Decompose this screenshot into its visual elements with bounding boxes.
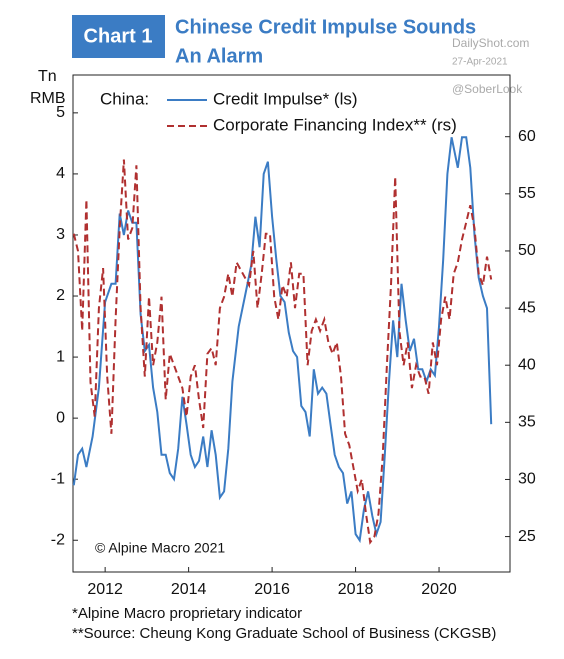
y2-tick-label: 60 <box>518 128 536 145</box>
y-tick-label: 4 <box>56 165 65 182</box>
annotation: © Alpine Macro 2021 <box>95 540 225 556</box>
footnote: **Source: Cheung Kong Graduate School of… <box>72 625 496 642</box>
series-line <box>72 159 493 545</box>
y-axis-label: Tn <box>38 68 57 85</box>
x-tick-label: 2018 <box>338 581 374 598</box>
y-tick-label: -1 <box>51 470 65 487</box>
y-tick-label: -2 <box>51 531 65 548</box>
x-tick-label: 2014 <box>171 581 207 598</box>
chart-title: Chinese Credit Impulse Sounds <box>175 16 476 38</box>
y-axis-label: RMB <box>30 90 66 107</box>
footnote: *Alpine Macro proprietary indicator <box>72 605 302 622</box>
chart-title: An Alarm <box>175 45 263 67</box>
watermark: DailyShot.com <box>452 36 529 50</box>
plot-frame <box>72 74 511 573</box>
x-tick-label: 2012 <box>87 581 123 598</box>
y-tick-label: 3 <box>56 226 65 243</box>
y2-tick-label: 40 <box>518 356 536 373</box>
y2-tick-label: 55 <box>518 185 536 202</box>
y2-tick-label: 45 <box>518 299 536 316</box>
legend-label: Corporate Financing Index** (rs) <box>213 115 457 134</box>
legend-label: Credit Impulse* (ls) <box>213 89 358 108</box>
legend-title: China: <box>100 89 149 108</box>
series-line <box>72 136 493 544</box>
y-tick-label: 0 <box>56 409 65 426</box>
header-box <box>72 15 165 58</box>
header-label: Chart 1 <box>84 25 153 47</box>
watermark: @SoberLook <box>452 82 523 96</box>
y-tick-label: 5 <box>56 104 65 121</box>
watermark: 27-Apr-2021 <box>452 57 508 68</box>
y2-tick-label: 30 <box>518 471 536 488</box>
y2-tick-label: 25 <box>518 528 536 545</box>
x-tick-label: 2016 <box>254 581 290 598</box>
x-tick-label: 2020 <box>421 581 457 598</box>
y2-tick-label: 50 <box>518 242 536 259</box>
y-tick-label: 2 <box>56 287 65 304</box>
y-tick-label: 1 <box>56 348 65 365</box>
y2-tick-label: 35 <box>518 414 536 431</box>
